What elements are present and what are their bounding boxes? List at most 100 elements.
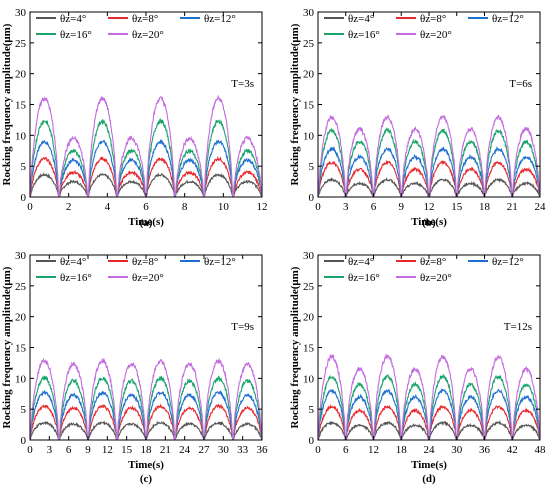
- x-tick-label: 24: [535, 201, 547, 213]
- y-axis-label: Rocking frequency amplitude(μm): [289, 266, 301, 428]
- y-tick-label: 30: [15, 250, 27, 262]
- legend-label: θz=8°: [132, 256, 158, 268]
- x-axis-label: Time(s): [128, 459, 164, 471]
- x-tick-label: 42: [507, 444, 518, 456]
- y-tick-label: 10: [15, 130, 27, 142]
- y-tick-label: 0: [21, 435, 27, 447]
- x-tick-label: 6: [371, 201, 377, 213]
- series-line-2: [30, 403, 262, 440]
- x-tick-label: 0: [27, 201, 33, 213]
- legend-label: θz=4°: [60, 256, 86, 268]
- panel-b: 0 3 6 9 12 15 18 21 24 0 5 10 15 20 25 30 Time(s) Rocking…: [289, 7, 546, 229]
- x-tick-label: 12: [368, 444, 379, 456]
- legend: θz=4° θz=8° θz=12° θz=16° θz=20°: [36, 256, 236, 284]
- panel-d: 0 6 12 18 24 30 36 42 48 0 5 10 15 20 25 30 Time(s) Rocki…: [289, 250, 546, 485]
- legend-label: θz=4°: [60, 13, 86, 25]
- x-tick-label: 18: [396, 444, 408, 456]
- x-tick-label: 9: [85, 444, 91, 456]
- x-tick-label: 30: [218, 444, 230, 456]
- x-tick-label: 6: [143, 201, 149, 213]
- y-tick-label: 15: [303, 343, 315, 355]
- y-tick-label: 10: [303, 373, 315, 385]
- x-tick-label: 0: [315, 201, 321, 213]
- x-tick-label: 30: [451, 444, 463, 456]
- x-tick-label: 24: [179, 444, 191, 456]
- x-tick-label: 18: [479, 201, 491, 213]
- x-axis-label: Time(s): [411, 459, 447, 471]
- y-tick-label: 0: [21, 192, 27, 204]
- y-tick-label: 0: [309, 192, 315, 204]
- y-tick-label: 5: [21, 404, 27, 416]
- x-tick-label: 27: [199, 444, 211, 456]
- x-tick-label: 33: [237, 444, 249, 456]
- x-tick-label: 8: [182, 201, 188, 213]
- x-tick-label: 12: [257, 201, 268, 213]
- y-tick-label: 10: [15, 373, 27, 385]
- x-tick-label: 15: [451, 201, 463, 213]
- period-annotation: T=12s: [504, 321, 532, 333]
- legend-label: θz=16°: [60, 272, 92, 284]
- y-tick-label: 15: [15, 343, 27, 355]
- legend-label: θz=12°: [492, 13, 524, 25]
- x-axis-label: Time(s): [128, 216, 164, 228]
- panel-label: (c): [140, 473, 153, 485]
- series-line-2: [30, 155, 262, 197]
- x-tick-label: 2: [66, 201, 72, 213]
- legend-label: θz=20°: [420, 272, 452, 284]
- series-line-3: [318, 145, 540, 197]
- legend-label: θz=12°: [492, 256, 524, 268]
- legend-label: θz=20°: [132, 29, 164, 41]
- legend-label: θz=8°: [420, 13, 446, 25]
- x-tick-label: 9: [399, 201, 405, 213]
- legend: θz=4° θz=8° θz=12° θz=16° θz=20°: [324, 13, 524, 41]
- y-tick-label: 15: [303, 100, 315, 112]
- x-tick-label: 21: [507, 201, 518, 213]
- legend-label: θz=4°: [348, 256, 374, 268]
- x-tick-label: 12: [102, 444, 113, 456]
- period-annotation: T=6s: [509, 78, 532, 90]
- y-tick-label: 20: [303, 312, 315, 324]
- x-tick-label: 4: [105, 201, 111, 213]
- period-annotation: T=9s: [231, 321, 254, 333]
- x-tick-label: 24: [424, 444, 436, 456]
- x-tick-label: 3: [343, 201, 349, 213]
- y-tick-label: 5: [21, 161, 27, 173]
- y-tick-label: 5: [309, 404, 315, 416]
- legend-label: θz=12°: [204, 13, 236, 25]
- legend-label: θz=12°: [204, 256, 236, 268]
- x-axis-label: Time(s): [411, 216, 447, 228]
- panel-c: 0 3 6 9 12 15 18 21 24 27 30 33 36051015202530Time(s…: [1, 250, 268, 485]
- x-tick-label: 21: [160, 444, 171, 456]
- legend-label: θz=8°: [132, 13, 158, 25]
- y-tick-label: 25: [303, 281, 315, 293]
- legend-label: θz=16°: [348, 29, 380, 41]
- x-tick-label: 0: [27, 444, 33, 456]
- legend-label: θz=20°: [420, 29, 452, 41]
- x-tick-label: 0: [315, 444, 321, 456]
- x-tick-label: 12: [424, 201, 435, 213]
- legend: θz=4° θz=8° θz=12° θz=16° θz=20°: [36, 13, 236, 41]
- legend-label: θz=16°: [348, 272, 380, 284]
- x-tick-label: 36: [257, 444, 269, 456]
- y-tick-label: 30: [303, 7, 315, 19]
- y-tick-label: 20: [15, 69, 27, 81]
- legend: θz=4° θz=8° θz=12° θz=16° θz=20°: [324, 256, 524, 284]
- legend-label: θz=20°: [132, 272, 164, 284]
- y-tick-label: 20: [15, 312, 27, 324]
- panel-label: (a): [140, 217, 153, 229]
- panel-label: (d): [422, 473, 436, 485]
- panel-a: 0 2 4 6 8 10 12 0 5 10 15 20 25 30 Time(s) Rocking freq…: [1, 7, 268, 229]
- x-tick-label: 10: [218, 201, 230, 213]
- period-annotation: T=3s: [231, 78, 254, 90]
- y-tick-label: 25: [303, 38, 315, 50]
- x-tick-label: 48: [535, 444, 547, 456]
- x-tick-label: 18: [141, 444, 153, 456]
- y-axis-label: Rocking frequency amplitude(μm): [1, 23, 13, 185]
- legend-label: θz=4°: [348, 13, 374, 25]
- y-tick-label: 25: [15, 38, 27, 50]
- y-tick-label: 0: [309, 435, 315, 447]
- y-tick-label: 30: [15, 7, 27, 19]
- y-tick-label: 15: [15, 100, 27, 112]
- series-line-2: [318, 403, 540, 440]
- legend-label: θz=8°: [420, 256, 446, 268]
